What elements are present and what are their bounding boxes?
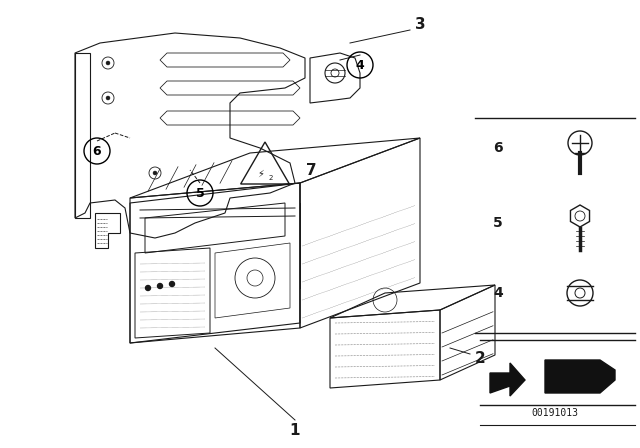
Text: 00191013: 00191013 <box>531 408 579 418</box>
Circle shape <box>106 61 110 65</box>
Text: 2: 2 <box>475 350 485 366</box>
Text: ⚡: ⚡ <box>257 169 264 179</box>
Text: 7: 7 <box>306 163 317 177</box>
Text: 6: 6 <box>93 145 101 158</box>
Text: 1: 1 <box>290 422 300 438</box>
Circle shape <box>170 281 175 287</box>
Circle shape <box>153 171 157 175</box>
Polygon shape <box>490 363 525 396</box>
Text: 6: 6 <box>493 141 503 155</box>
Text: 4: 4 <box>356 59 364 72</box>
Text: 5: 5 <box>493 216 503 230</box>
Text: 5: 5 <box>196 186 204 199</box>
Polygon shape <box>545 360 615 393</box>
Circle shape <box>106 96 110 100</box>
Circle shape <box>145 285 150 290</box>
Circle shape <box>157 284 163 289</box>
Text: 2: 2 <box>269 175 273 181</box>
Text: 4: 4 <box>493 286 503 300</box>
Text: 3: 3 <box>415 17 426 31</box>
